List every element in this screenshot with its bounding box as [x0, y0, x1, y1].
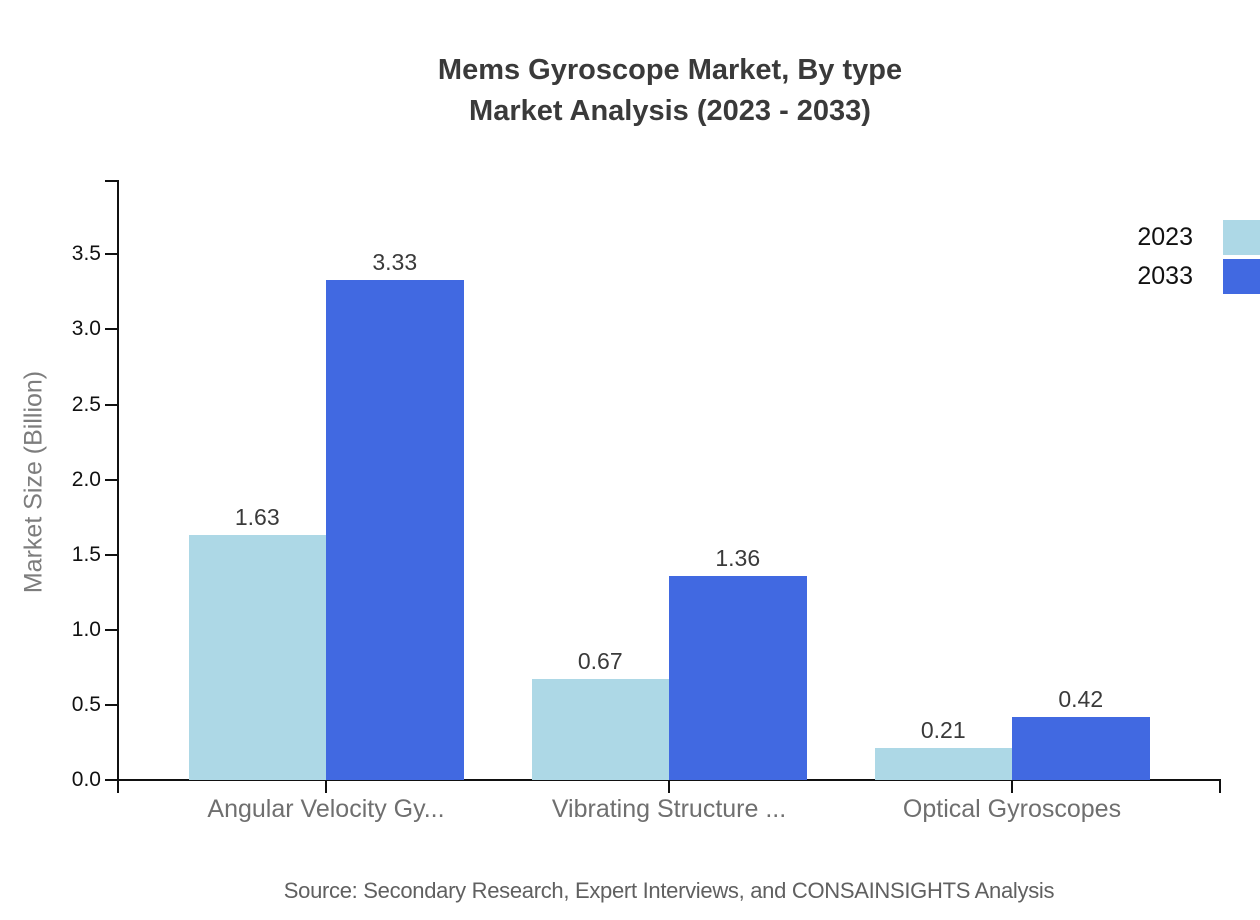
y-tick-label: 0.0 [71, 768, 101, 791]
legend-label-2023: 2023 [1137, 223, 1193, 251]
bar-value-label: 3.33 [372, 248, 418, 275]
bar-value-label: 0.67 [577, 648, 623, 675]
bar-value-label: 1.36 [715, 544, 761, 571]
bar-2023-1 [188, 535, 326, 780]
y-axis-spine [117, 180, 119, 793]
y-tick [105, 328, 117, 331]
bar-2033-3 [1012, 716, 1150, 780]
y-tick [105, 253, 117, 256]
legend-item-2023: 2023 [1137, 220, 1260, 255]
y-tick [105, 553, 117, 556]
bar-value-label: 0.42 [1058, 685, 1104, 712]
y-tick-label: 1.0 [71, 617, 101, 641]
y-axis-top-cap [105, 180, 119, 182]
y-tick [105, 703, 117, 706]
x-category-label: Angular Velocity Gy... [207, 795, 445, 823]
bar-value-label: 0.21 [920, 717, 966, 744]
y-tick-label: 2.5 [71, 392, 101, 416]
y-tick-label: 0.5 [71, 692, 101, 716]
chart-title-line1: Mems Gyroscope Market, By type [437, 54, 903, 86]
chart-title-line2: Market Analysis (2023 - 2033) [469, 95, 871, 127]
y-tick [105, 779, 117, 781]
bar-value-label: 1.63 [234, 504, 280, 531]
y-tick-label: 1.5 [71, 542, 101, 566]
y-tick-label: 3.5 [71, 242, 101, 266]
x-tick [668, 781, 670, 793]
x-category-label: Optical Gyroscopes [902, 795, 1122, 823]
x-axis-line [117, 779, 1221, 781]
bar-2033-1 [326, 279, 464, 780]
y-tick [105, 628, 117, 631]
y-tick [105, 478, 117, 481]
bar-2023-2 [531, 679, 669, 780]
x-tick [325, 781, 327, 793]
legend: 2023 2033 [1137, 220, 1260, 294]
legend-swatch-2033 [1223, 259, 1260, 294]
y-tick [105, 403, 117, 406]
source-note: Source: Secondary Research, Expert Inter… [283, 878, 1055, 903]
bar-2033-2 [669, 575, 807, 780]
legend-swatch-2023 [1223, 220, 1260, 255]
x-axis-right-cap [1219, 779, 1221, 793]
legend-label-2033: 2033 [1137, 262, 1193, 290]
x-tick [1011, 781, 1013, 793]
chart-title: Mems Gyroscope Market, By type Market An… [438, 50, 902, 132]
x-category-label: Vibrating Structure ... [551, 795, 787, 823]
y-tick-label: 3.0 [71, 317, 101, 341]
y-tick-label: 2.0 [71, 467, 101, 491]
bar-2023-3 [874, 748, 1012, 780]
legend-item-2033: 2033 [1137, 259, 1260, 294]
